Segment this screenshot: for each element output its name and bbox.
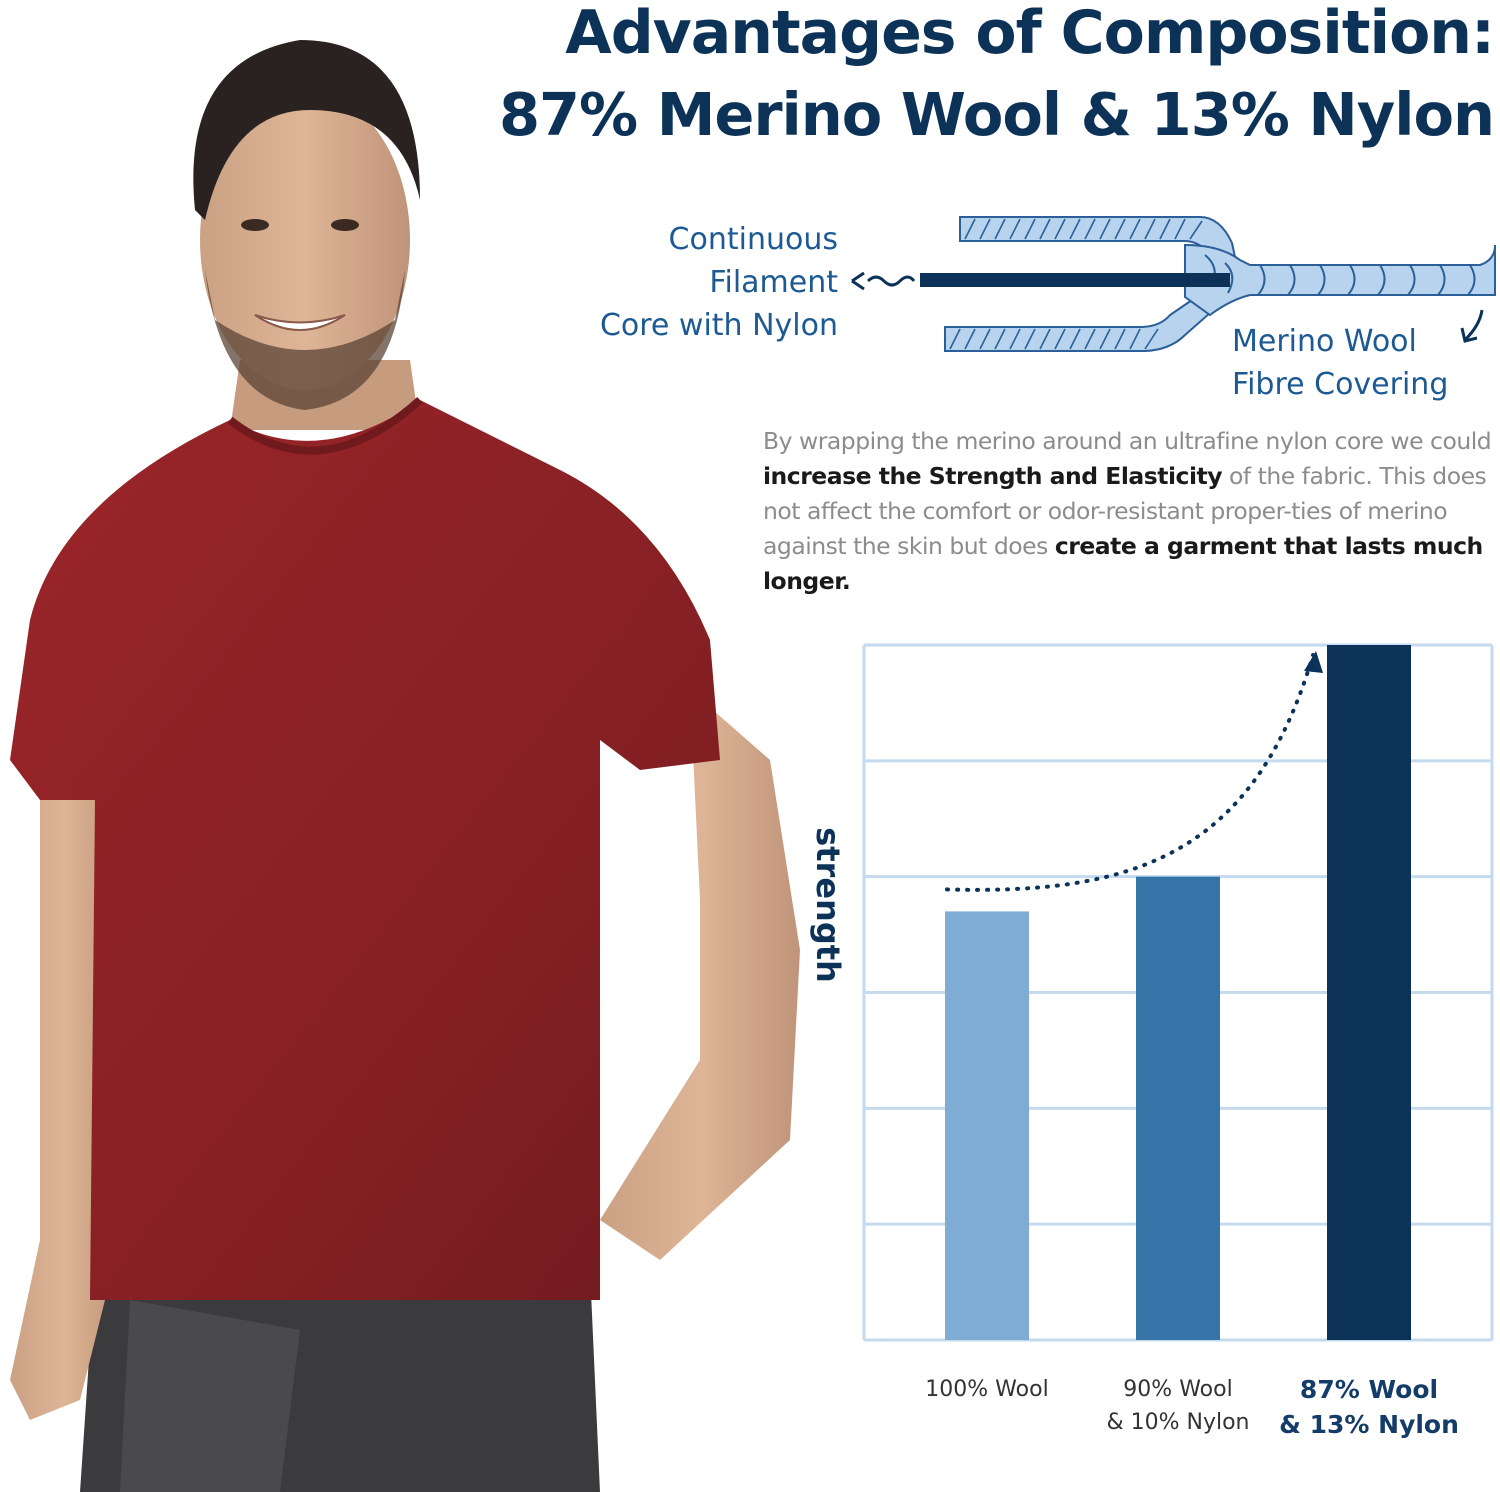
description-paragraph: By wrapping the merino around an ultrafi… bbox=[763, 424, 1500, 599]
trend-arrow-head bbox=[1304, 651, 1323, 673]
bar bbox=[1327, 645, 1411, 1340]
x-tick-label-line: 87% Wool bbox=[1299, 1375, 1439, 1404]
x-tick-label-line: & 10% Nylon bbox=[1106, 1410, 1250, 1435]
description-text: of the fabric. This does not affect the … bbox=[763, 462, 1487, 560]
y-axis-label: strength bbox=[809, 827, 847, 983]
description-text: By wrapping the merino around an ultrafi… bbox=[763, 427, 1492, 455]
model-photo bbox=[10, 40, 800, 1492]
x-tick-label: 100% Wool bbox=[877, 1373, 1097, 1406]
x-tick-label: 87% Wool & 13% Nylon bbox=[1259, 1372, 1479, 1442]
x-tick-label: 90% Wool & 10% Nylon bbox=[1068, 1373, 1288, 1439]
head bbox=[200, 90, 410, 390]
core-label-line: Filament bbox=[709, 265, 838, 300]
bar bbox=[1136, 876, 1220, 1340]
core-label-line: Continuous bbox=[668, 222, 838, 257]
cover-pointer-arrow bbox=[1460, 309, 1484, 343]
description-emphasis: increase the Strength and Elasticity bbox=[763, 462, 1223, 490]
core-label-line: Core with Nylon bbox=[599, 308, 838, 343]
right-arm bbox=[600, 690, 800, 1260]
cover-label: Merino Wool Fibre Covering bbox=[1232, 320, 1500, 406]
headline-line-2: 87% Merino Wool & 13% Nylon bbox=[498, 80, 1495, 149]
description-emphasis: create a garment that lasts much longer. bbox=[763, 532, 1483, 595]
hair bbox=[193, 40, 420, 220]
core-pointer-arrow bbox=[851, 271, 916, 291]
trend-arrow-path bbox=[945, 653, 1315, 892]
fibre-diagram bbox=[851, 216, 1496, 352]
headline-line-1: Advantages of Composition: bbox=[565, 0, 1495, 68]
x-tick-label-line: 100% Wool bbox=[925, 1377, 1049, 1402]
cover-label-line: Fibre Covering bbox=[1232, 367, 1449, 402]
core-label: Continuous Filament Core with Nylon bbox=[520, 218, 838, 347]
strength-chart bbox=[862, 643, 1494, 1342]
x-tick-label-line: & 13% Nylon bbox=[1279, 1410, 1459, 1439]
x-tick-label-line: 90% Wool bbox=[1123, 1377, 1233, 1402]
cover-label-line: Merino Wool bbox=[1232, 324, 1417, 359]
t-shirt bbox=[10, 400, 720, 1300]
bar bbox=[945, 911, 1029, 1340]
nylon-core bbox=[920, 273, 1230, 287]
